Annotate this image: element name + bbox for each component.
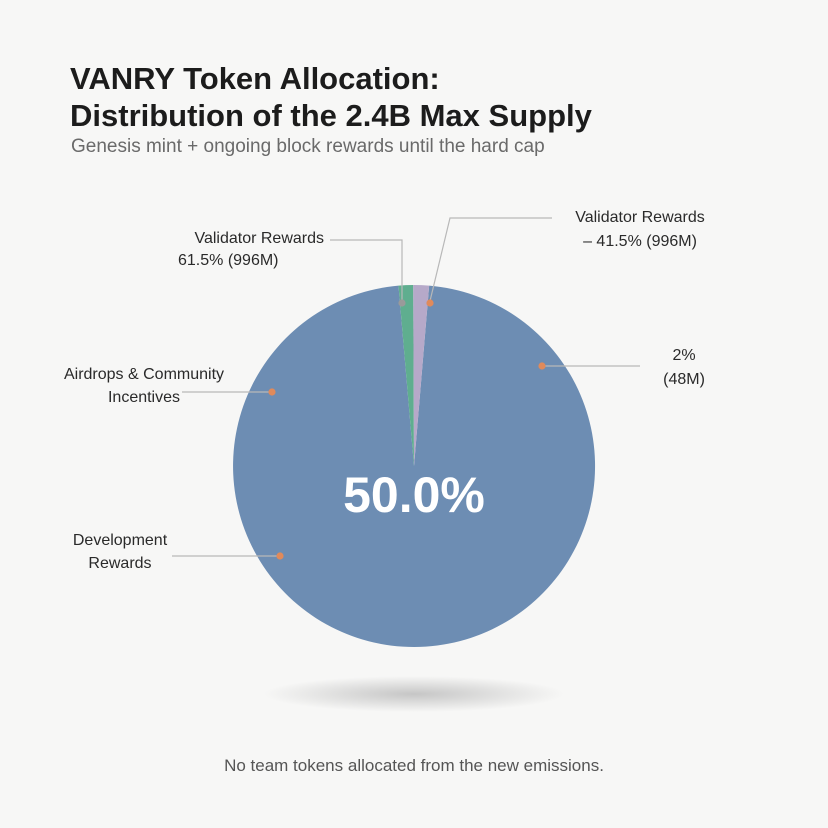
pie-shadow xyxy=(264,676,564,712)
annotation-3-line-1: Airdrops & Community xyxy=(64,366,224,383)
annotation-3-line-2: Incentives xyxy=(108,389,180,406)
leader-marker-2 xyxy=(426,299,434,307)
annotation-5-line-2: Rewards xyxy=(88,555,151,572)
annotation-2-line-2: – 41.5% (996M) xyxy=(583,233,697,250)
chart-title-line-1: VANRY Token Allocation: xyxy=(70,61,440,96)
pie-slice-3 xyxy=(413,284,430,466)
chart-subtitle: Genesis mint + ongoing block rewards unt… xyxy=(71,136,545,157)
leader-line-2 xyxy=(429,217,552,302)
annotation-4-line-2: (48M) xyxy=(663,371,705,388)
chart-title-line-2: Distribution of the 2.4B Max Supply xyxy=(70,98,592,133)
center-percentage-label: 50.0% xyxy=(343,467,485,523)
annotation-5-line-1: Development xyxy=(73,532,168,549)
slice-labels: Validator Rewards 61.5% (996M) Validator R… xyxy=(64,209,705,572)
pie-slices xyxy=(233,284,596,647)
leader-marker-5 xyxy=(276,552,284,560)
annotation-1-line-2: 61.5% (996M) xyxy=(178,252,279,269)
leader-marker-3 xyxy=(268,388,276,396)
leader-line-1 xyxy=(330,239,403,301)
pie-slice-2 xyxy=(398,285,414,466)
annotation-4-line-1: 2% xyxy=(672,347,695,364)
chart-title: VANRY Token Allocation: Distribution of … xyxy=(70,60,592,134)
footnote: No team tokens allocated from the new em… xyxy=(224,756,604,775)
leader-marker-4 xyxy=(538,362,546,370)
pie-slice-1 xyxy=(233,285,596,647)
annotation-1-line-1: Validator Rewards xyxy=(194,230,324,247)
annotation-2-line-1: Validator Rewards xyxy=(575,209,705,226)
leader-marker-1 xyxy=(398,299,406,307)
leader-lines xyxy=(172,217,640,560)
